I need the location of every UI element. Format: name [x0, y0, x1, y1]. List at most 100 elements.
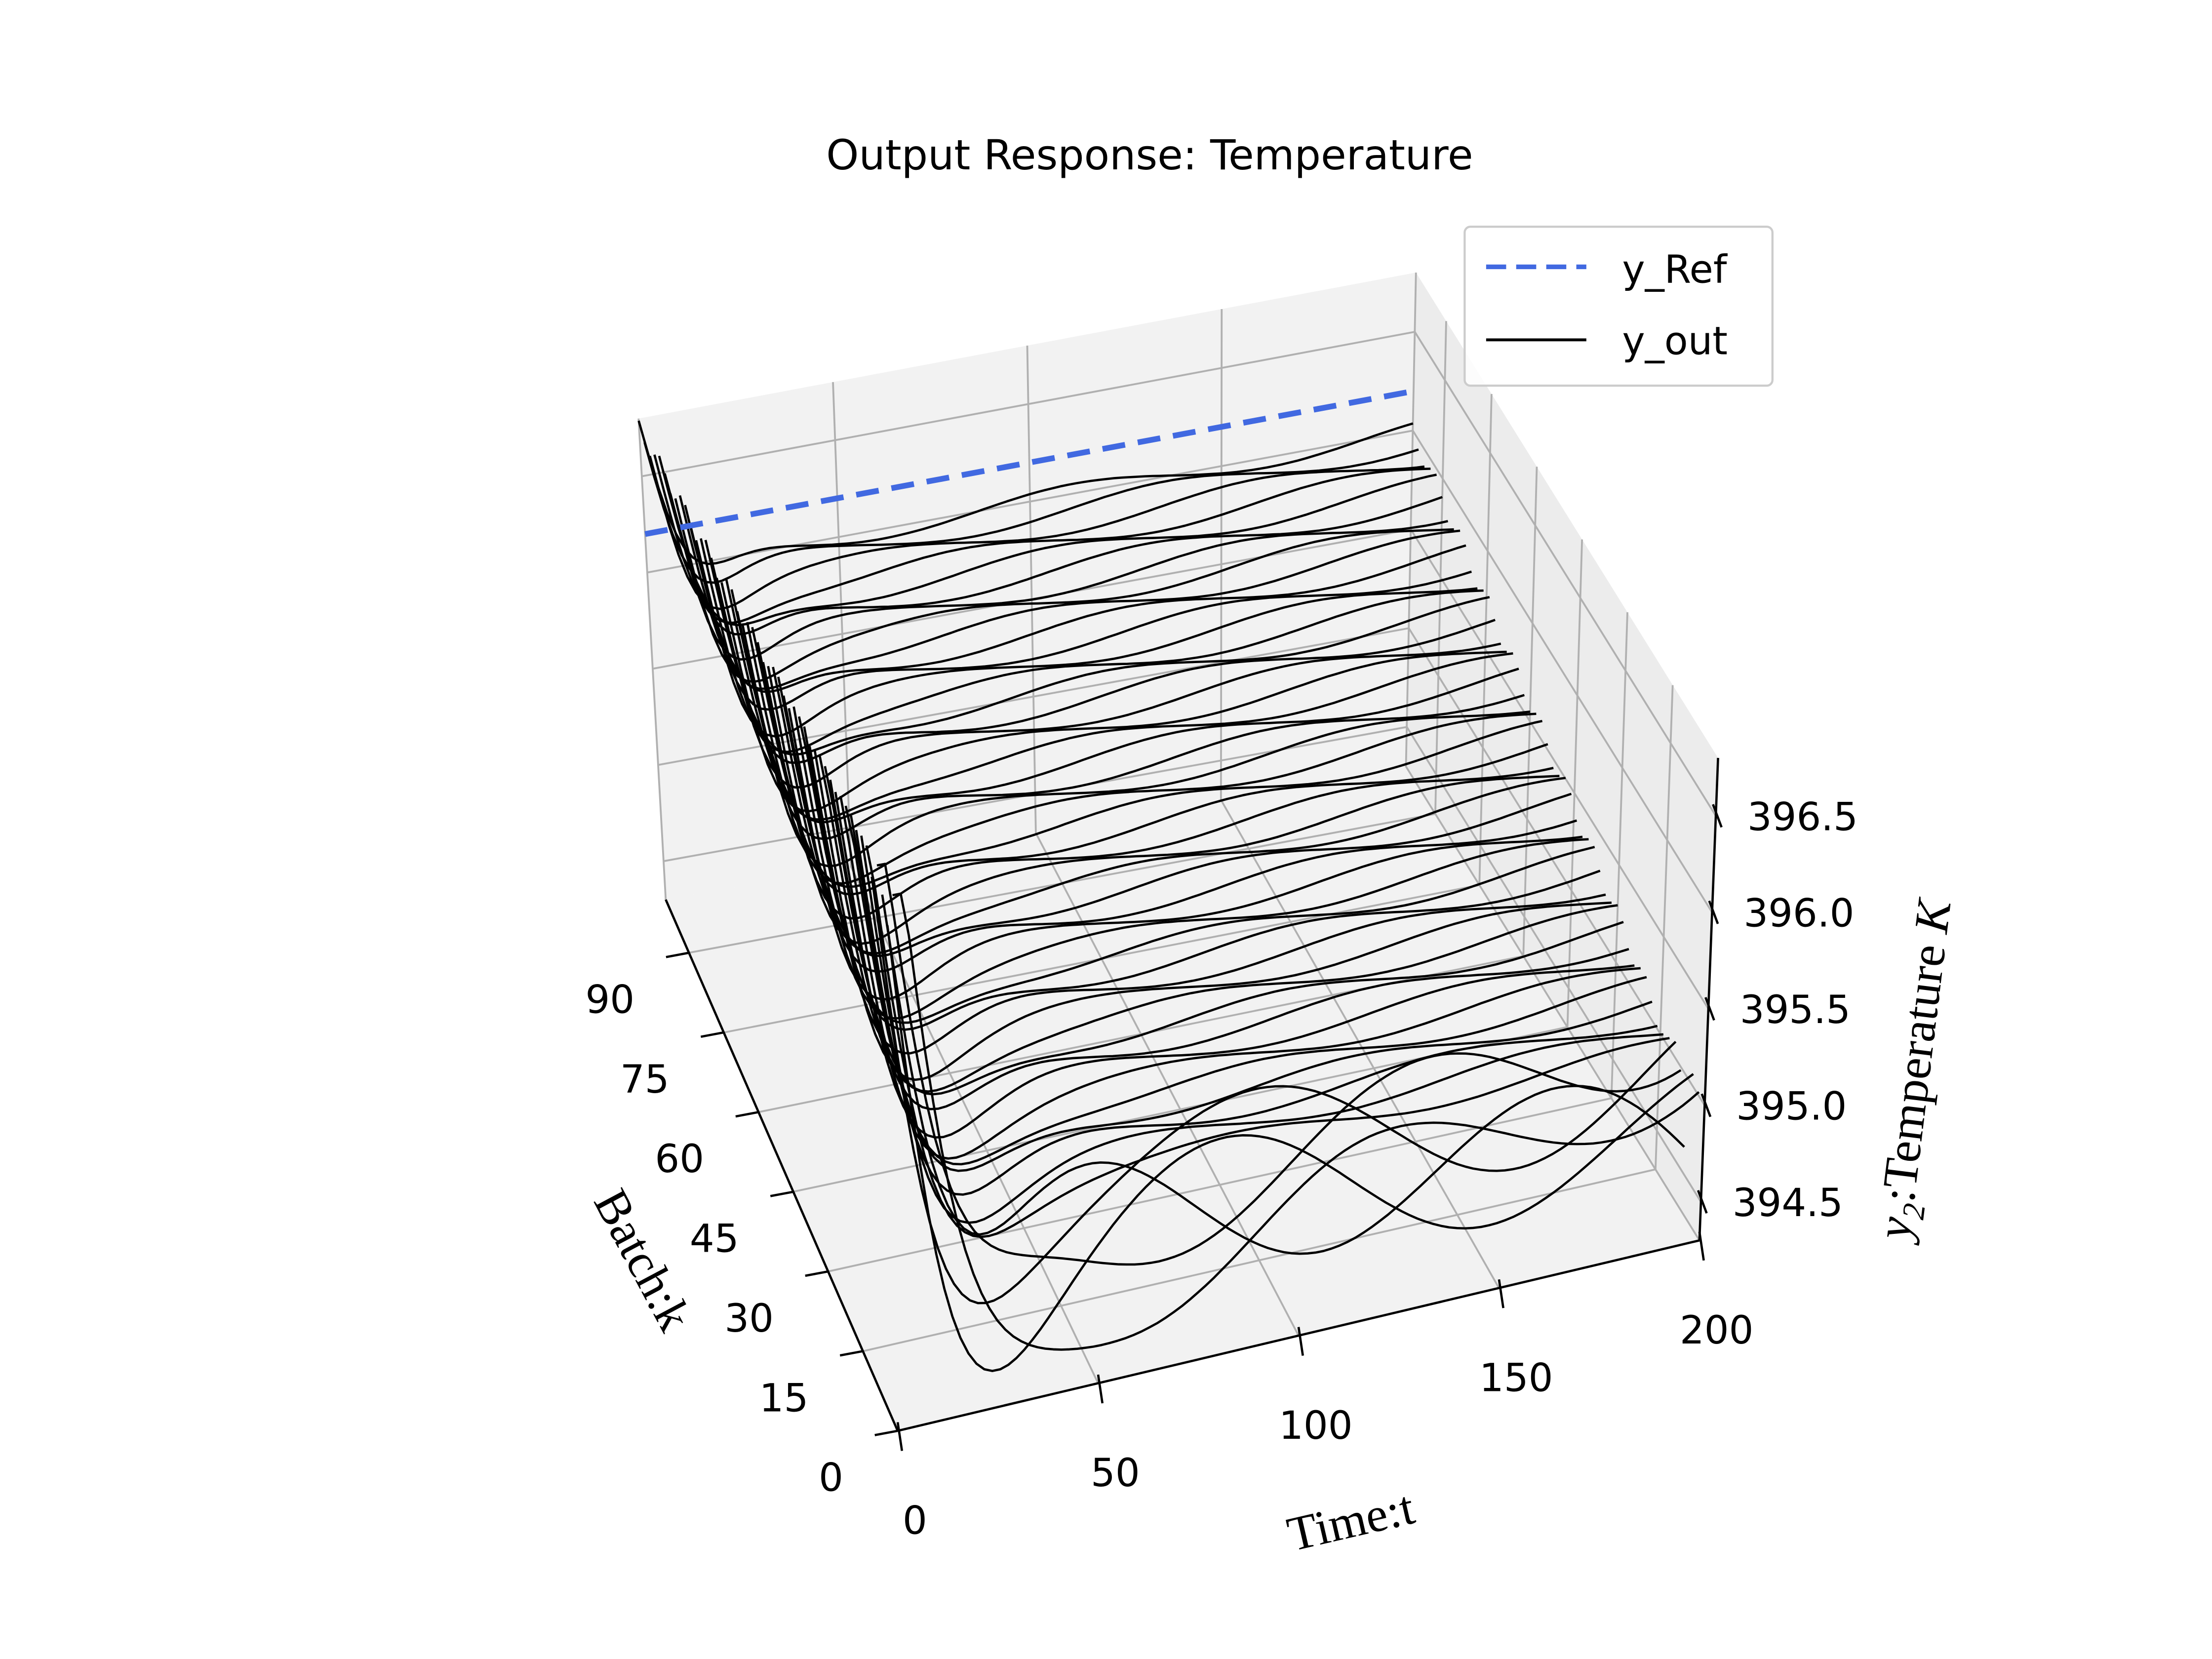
- z-tick-2: [1704, 997, 1715, 1021]
- x-axis-line: [897, 1239, 1700, 1432]
- y-tick-label-1: 15: [759, 1376, 809, 1421]
- legend-ref-label: y_Ref: [1622, 247, 1728, 292]
- output-line-batch-72: [710, 557, 1496, 764]
- y-tick-label-2: 30: [724, 1296, 774, 1341]
- output-line-batch-32: [813, 750, 1612, 1081]
- output-line-batch-34: [808, 746, 1606, 1055]
- output-line-batch-86: [674, 498, 1454, 683]
- output-line-batch-76: [700, 538, 1484, 753]
- output-line-batch-4: [886, 925, 1694, 1372]
- grid-z-4: [641, 330, 1717, 817]
- z-tick-0: [1697, 1190, 1708, 1214]
- output-line-batch-66: [725, 579, 1513, 821]
- output-line-batch-24: [834, 791, 1635, 1139]
- z-tick-label-3: 396.0: [1743, 891, 1854, 936]
- z-tick-label-2: 395.5: [1740, 988, 1851, 1032]
- output-line-batch-54: [756, 642, 1548, 896]
- y-tick-4: [735, 1111, 759, 1118]
- z-tick-label-1: 395.0: [1736, 1084, 1847, 1129]
- axis-lines: [665, 757, 1719, 1432]
- output-line-batch-22: [839, 795, 1641, 1160]
- x-tick-label-2: 100: [1279, 1403, 1352, 1448]
- y-tick-2: [805, 1270, 829, 1277]
- output-line-batch-64: [730, 589, 1519, 824]
- output-line-batch-98: [643, 442, 1419, 584]
- output-line-batch-36: [803, 726, 1601, 1031]
- output-line-batch-30: [819, 756, 1618, 1093]
- output-line-batch-96: [648, 455, 1425, 610]
- y-axis-line: [665, 899, 899, 1431]
- output-line-batch-62: [736, 611, 1525, 840]
- output-line-batch-78: [695, 540, 1478, 738]
- y-tick-label-4: 60: [655, 1137, 704, 1182]
- x-tick-0: [896, 1422, 904, 1451]
- output-line-batch-70: [715, 578, 1501, 789]
- x-tick-label-3: 150: [1479, 1355, 1553, 1400]
- side-pane: [1406, 273, 1718, 1241]
- y-tick-label-5: 75: [620, 1057, 670, 1102]
- grid-y-6: [688, 321, 1447, 954]
- y-tick-label-3: 45: [690, 1217, 739, 1262]
- output-line-batch-84: [678, 495, 1461, 690]
- grid-z-2: [652, 528, 1709, 1010]
- output-line-batch-48: [772, 667, 1566, 955]
- z-tick-4: [1712, 804, 1723, 828]
- legend: y_Ref y_out: [1463, 226, 1774, 387]
- grid-x-4: [1405, 272, 1700, 1241]
- y-tick-label-0: 0: [819, 1456, 843, 1501]
- x-tick-3: [1498, 1279, 1504, 1308]
- output-line-batch-28: [824, 766, 1624, 1096]
- grid-z-0: [663, 726, 1702, 1202]
- x-tick-2: [1297, 1327, 1304, 1356]
- output-line-batch-56: [751, 627, 1543, 888]
- output-line-batch-90: [664, 473, 1443, 635]
- output-line-batch-10: [870, 876, 1677, 1304]
- output-line-batch-82: [684, 505, 1466, 693]
- y-tick-0: [874, 1429, 898, 1436]
- output-line-batch-6: [881, 894, 1685, 1255]
- output-line-batch-20: [844, 805, 1647, 1166]
- output-line-batch-16: [855, 830, 1658, 1196]
- x-tick-label-4: 200: [1680, 1308, 1753, 1353]
- output-line-batch-42: [788, 708, 1583, 1001]
- output-line-batch-44: [782, 695, 1578, 973]
- y-tick-1: [839, 1350, 864, 1357]
- grid-y-3: [793, 539, 1583, 1193]
- legend-box: [1463, 226, 1774, 387]
- y-tick-5: [700, 1031, 724, 1038]
- output-line-batch-14: [860, 835, 1664, 1224]
- reference-line: [644, 388, 1414, 537]
- grid-y-2: [828, 612, 1628, 1272]
- output-line-batch-2: [892, 892, 1700, 1351]
- output-line-batch-40: [792, 706, 1589, 1020]
- grid-y-1: [863, 685, 1674, 1352]
- z-tick-label-4: 396.5: [1747, 794, 1858, 839]
- output-line-batch-74: [704, 540, 1490, 756]
- output-line-batch-100: [637, 420, 1414, 565]
- x-tick-label-1: 50: [1091, 1451, 1140, 1496]
- series-group: [637, 388, 1700, 1372]
- output-line-batch-88: [669, 493, 1448, 661]
- chart-title: Output Response: Temperature: [826, 131, 1473, 179]
- output-line-batch-92: [658, 455, 1437, 627]
- z-tick-1: [1700, 1093, 1712, 1117]
- output-line-batch-38: [798, 716, 1595, 1024]
- output-line-batch-80: [689, 526, 1472, 711]
- output-line-batch-18: [850, 815, 1653, 1172]
- output-line-batch-26: [829, 779, 1629, 1110]
- output-line-batch-12: [865, 845, 1670, 1238]
- output-line-batch-8: [876, 863, 1682, 1266]
- z-tick-label-0: 394.5: [1733, 1181, 1843, 1225]
- legend-out-label: y_out: [1622, 318, 1728, 363]
- x-tick-label-0: 0: [903, 1499, 927, 1543]
- output-line-batch-46: [777, 676, 1572, 957]
- z-tick-3: [1708, 900, 1719, 924]
- x-tick-4: [1698, 1231, 1705, 1261]
- ticks-group: 0501001502000153045607590394.5395.0395.5…: [586, 794, 1858, 1543]
- output-line-batch-60: [741, 624, 1531, 868]
- y-tick-3: [770, 1190, 794, 1197]
- y-tick-label-6: 90: [586, 977, 635, 1022]
- floor-pane: [666, 766, 1699, 1431]
- output-line-batch-68: [720, 582, 1507, 813]
